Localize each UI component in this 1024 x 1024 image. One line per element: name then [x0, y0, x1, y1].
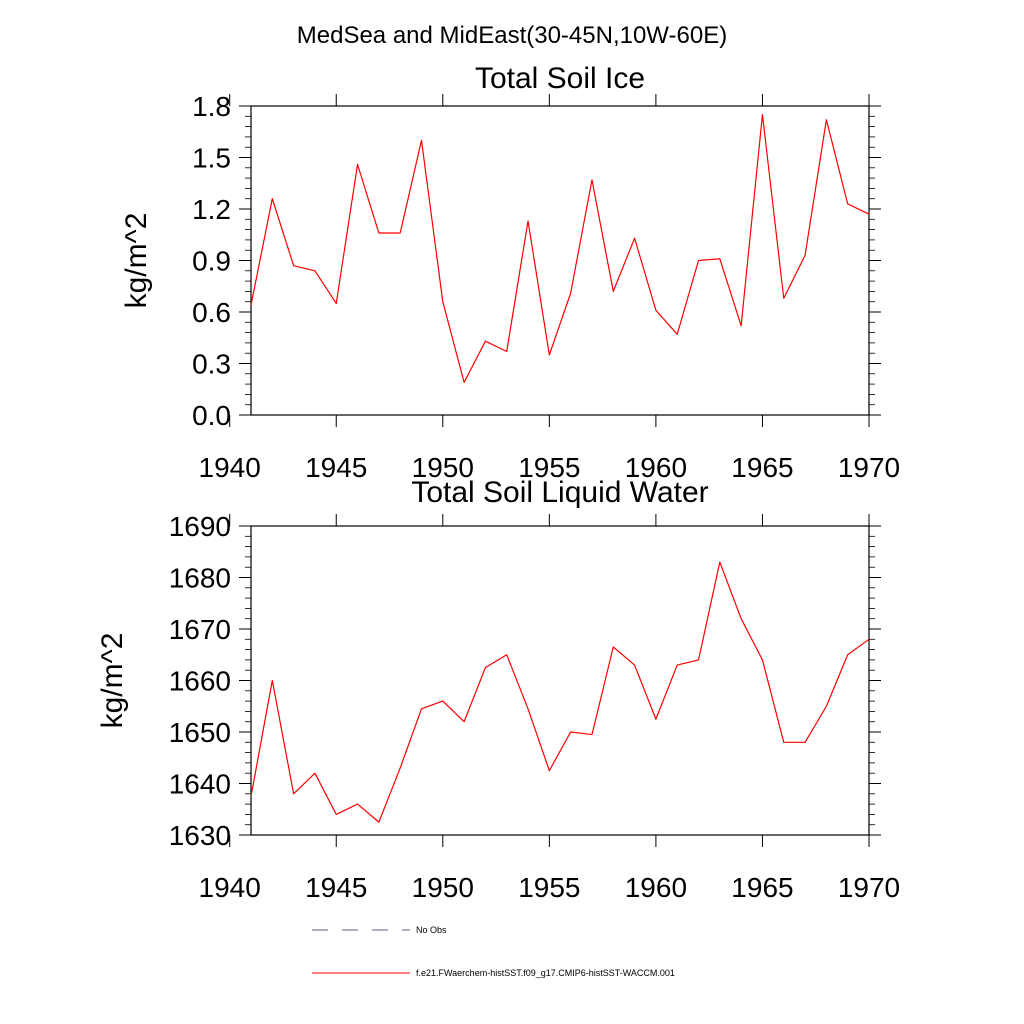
x-tick-label: 1965 [731, 872, 793, 903]
plot-frame [250, 105, 870, 416]
y-axis-label: kg/m^2 [120, 213, 153, 309]
y-tick-label: 1650 [169, 717, 231, 748]
y-tick-label: 1670 [169, 614, 231, 645]
y-tick-label: 1680 [169, 563, 231, 594]
x-tick-label: 1950 [412, 872, 474, 903]
chart-panel-2: Total Soil Liquid Water kg/m^2 1630 1640 165… [96, 476, 900, 903]
y-tick-label: 0.9 [192, 246, 231, 277]
x-tick-label: 1970 [838, 452, 900, 483]
legend-label-1: No Obs [416, 925, 447, 935]
x-tick-label: 1940 [199, 872, 261, 903]
y-tick-label: 1630 [169, 820, 231, 851]
y-tick-label: 0.6 [192, 297, 231, 328]
x-tick-label: 1940 [199, 452, 261, 483]
x-tick-label: 1970 [838, 872, 900, 903]
y-tick-label: 1.8 [192, 91, 231, 122]
x-tick-label: 1965 [731, 452, 793, 483]
x-tick-label: 1955 [518, 872, 580, 903]
y-tick-label: 1690 [169, 511, 231, 542]
y-tick-label: 1660 [169, 666, 231, 697]
y-tick-label: 1640 [169, 769, 231, 800]
y-tick-label: 1.2 [192, 194, 231, 225]
x-tick-label: 1950 [412, 452, 474, 483]
x-tick-label: 1960 [625, 872, 687, 903]
y-tick-label: 0.3 [192, 349, 231, 380]
series-line-1 [250, 113, 870, 383]
x-tick-label: 1955 [518, 452, 580, 483]
chart-title: Total Soil Ice [475, 62, 645, 95]
series-line-1 [250, 561, 870, 823]
legend-label-2: f.e21.FWaerchem-histSST.f09_g17.CMIP6-hi… [416, 968, 675, 978]
y-tick-label: 1.5 [192, 143, 231, 174]
y-tick-label: 0.0 [192, 400, 231, 431]
chart-panel-1: Total Soil Ice kg/m^2 0.0 0.3 0.6 0.9 1.2 1.5 1.… [120, 62, 900, 483]
x-tick-label: 1945 [305, 872, 367, 903]
figure-suptitle: MedSea and MidEast(30-45N,10W-60E) [297, 22, 727, 49]
y-axis-label: kg/m^2 [96, 633, 129, 729]
plot-frame [250, 525, 870, 836]
x-tick-label: 1945 [305, 452, 367, 483]
legend: No Obs f.e21.FWaerchem-histSST.f09_g17.CM… [312, 925, 675, 978]
chart-title: Total Soil Liquid Water [411, 476, 708, 509]
x-tick-label: 1960 [625, 452, 687, 483]
